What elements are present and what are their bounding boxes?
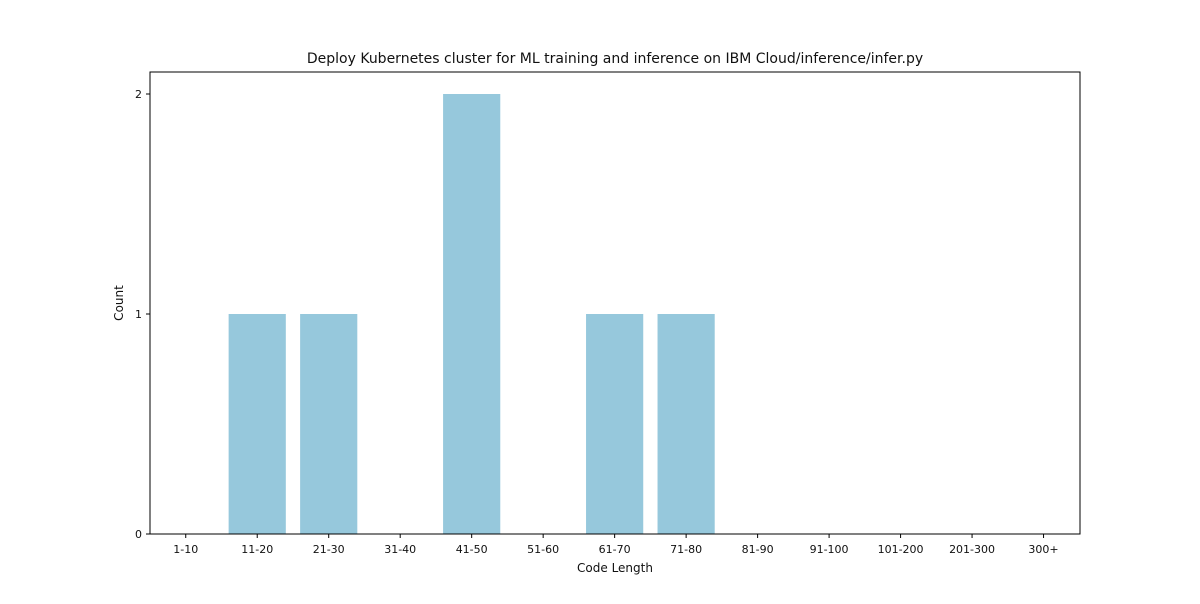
x-tick-label: 1-10 xyxy=(173,543,198,556)
bar-21-30 xyxy=(300,314,358,534)
x-tick-label: 31-40 xyxy=(384,543,416,556)
x-tick-label: 51-60 xyxy=(527,543,559,556)
x-axis-ticks: 1-10 11-20 21-30 31-40 41-50 51-60 61-70 71-80 8… xyxy=(173,534,1059,556)
x-axis-label: Code Length xyxy=(577,561,653,575)
x-tick-label: 300+ xyxy=(1028,543,1058,556)
x-tick-label: 101-200 xyxy=(878,543,924,556)
bar-11-20 xyxy=(228,314,286,534)
x-tick-label: 61-70 xyxy=(599,543,631,556)
x-tick-label: 201-300 xyxy=(949,543,995,556)
y-tick-label: 0 xyxy=(135,528,142,541)
y-tick-label: 2 xyxy=(135,88,142,101)
y-tick-label: 1 xyxy=(135,308,142,321)
bar-61-70 xyxy=(586,314,644,534)
x-tick-label: 81-90 xyxy=(742,543,774,556)
chart-title: Deploy Kubernetes cluster for ML trainin… xyxy=(307,51,923,67)
x-tick-label: 41-50 xyxy=(456,543,488,556)
y-axis-label: Count xyxy=(112,285,126,321)
x-tick-label: 21-30 xyxy=(313,543,345,556)
bars-group xyxy=(228,94,715,534)
bar-71-80 xyxy=(657,314,715,534)
x-tick-label: 11-20 xyxy=(241,543,273,556)
y-axis-ticks: 0 1 2 xyxy=(135,88,150,541)
x-tick-label: 91-100 xyxy=(810,543,849,556)
bar-41-50 xyxy=(443,94,501,534)
x-tick-label: 71-80 xyxy=(670,543,702,556)
